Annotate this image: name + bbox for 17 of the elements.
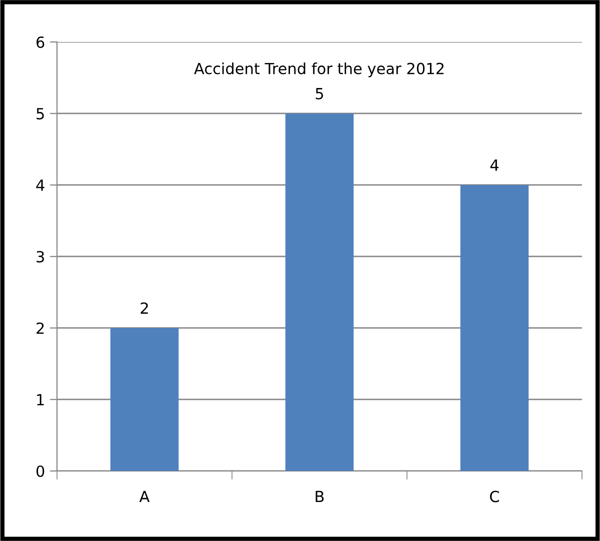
bar (460, 184, 529, 471)
text: Accident Trend for the year 2012 (194, 62, 444, 78)
y-tick-label: 1 (37, 394, 44, 406)
y-tick-label: 4 (36, 180, 44, 191)
y-tick-label: 6 (36, 36, 44, 48)
bar (110, 328, 179, 471)
bar (285, 113, 354, 471)
data-label: 5 (316, 88, 324, 100)
y-tick-label: 2 (36, 322, 44, 334)
data-label: 4 (490, 160, 499, 171)
x-tick-label: C (490, 490, 500, 502)
y-tick-label: 3 (36, 250, 44, 263)
x-tick-label: B (316, 490, 324, 502)
y-tick-label: 0 (36, 465, 44, 478)
data-label: 2 (140, 302, 148, 314)
y-tick-label: 5 (36, 108, 44, 120)
x-tick-label: A (139, 490, 150, 502)
